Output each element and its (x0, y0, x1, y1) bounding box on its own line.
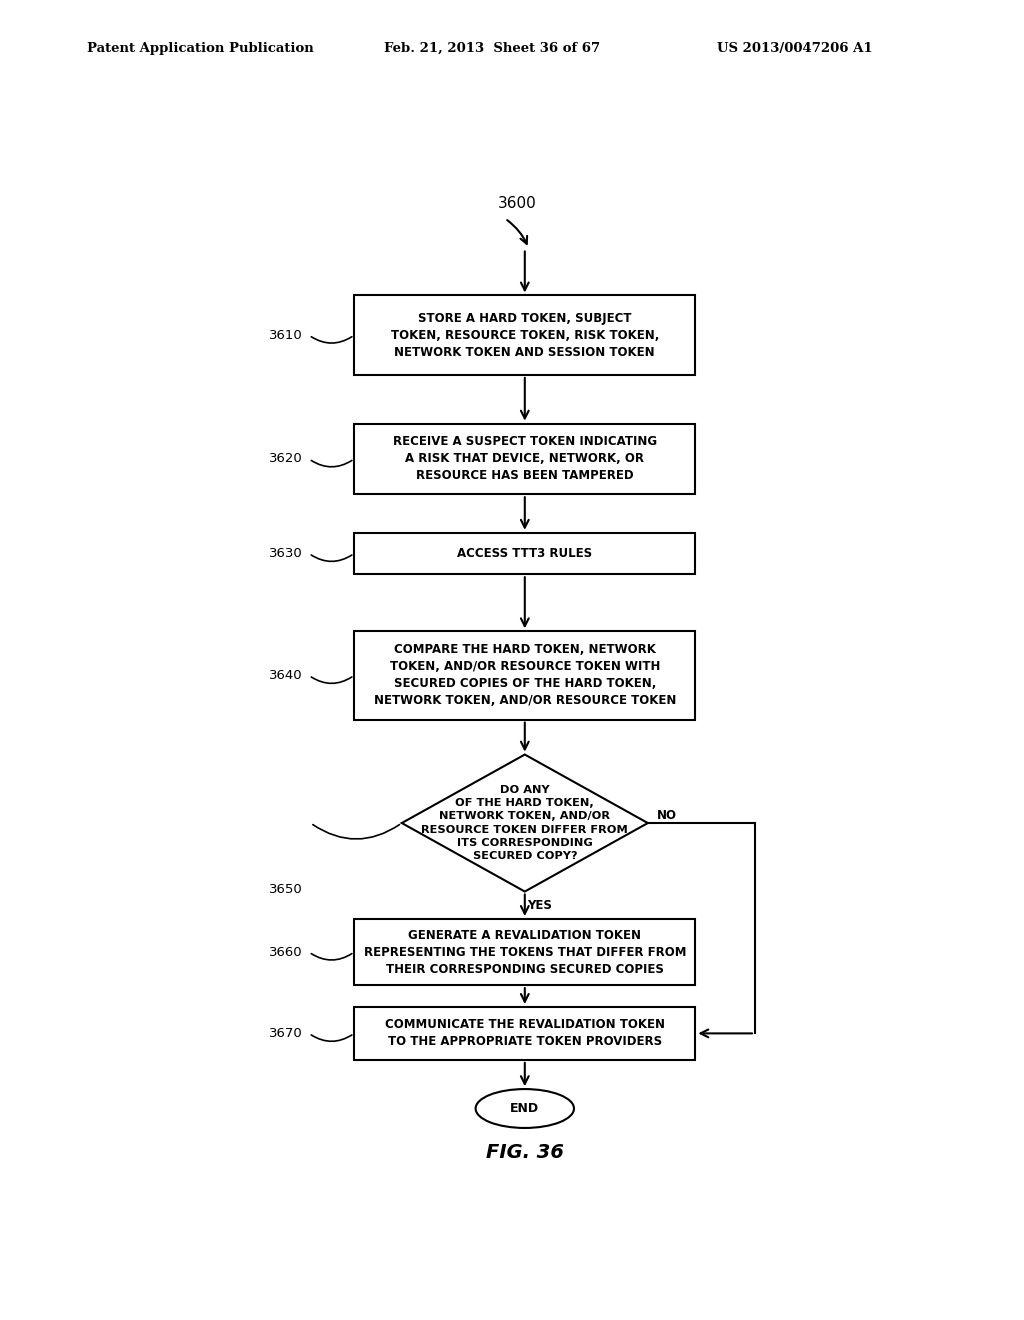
Text: 3640: 3640 (269, 669, 303, 682)
Text: Feb. 21, 2013  Sheet 36 of 67: Feb. 21, 2013 Sheet 36 of 67 (384, 42, 600, 55)
Text: FIG. 36: FIG. 36 (485, 1143, 564, 1162)
Text: US 2013/0047206 A1: US 2013/0047206 A1 (717, 42, 872, 55)
Text: COMMUNICATE THE REVALIDATION TOKEN
TO THE APPROPRIATE TOKEN PROVIDERS: COMMUNICATE THE REVALIDATION TOKEN TO TH… (385, 1019, 665, 1048)
Text: ACCESS TTT3 RULES: ACCESS TTT3 RULES (458, 546, 592, 560)
FancyBboxPatch shape (354, 919, 695, 985)
Text: DO ANY
OF THE HARD TOKEN,
NETWORK TOKEN, AND/OR
RESOURCE TOKEN DIFFER FROM
ITS C: DO ANY OF THE HARD TOKEN, NETWORK TOKEN,… (422, 785, 628, 861)
Text: 3660: 3660 (269, 945, 303, 958)
FancyBboxPatch shape (354, 631, 695, 719)
FancyBboxPatch shape (354, 296, 695, 375)
Polygon shape (401, 755, 648, 891)
Text: GENERATE A REVALIDATION TOKEN
REPRESENTING THE TOKENS THAT DIFFER FROM
THEIR COR: GENERATE A REVALIDATION TOKEN REPRESENTI… (364, 928, 686, 975)
FancyBboxPatch shape (354, 533, 695, 574)
Text: 3630: 3630 (269, 546, 303, 560)
Text: COMPARE THE HARD TOKEN, NETWORK
TOKEN, AND/OR RESOURCE TOKEN WITH
SECURED COPIES: COMPARE THE HARD TOKEN, NETWORK TOKEN, A… (374, 643, 676, 708)
Text: 3620: 3620 (269, 453, 303, 466)
FancyBboxPatch shape (354, 1007, 695, 1060)
Text: 3670: 3670 (269, 1027, 303, 1040)
Text: NO: NO (657, 809, 677, 822)
Text: 3650: 3650 (269, 883, 303, 896)
FancyBboxPatch shape (354, 424, 695, 494)
Text: 3600: 3600 (498, 197, 537, 211)
Text: RECEIVE A SUSPECT TOKEN INDICATING
A RISK THAT DEVICE, NETWORK, OR
RESOURCE HAS : RECEIVE A SUSPECT TOKEN INDICATING A RIS… (393, 436, 656, 482)
Ellipse shape (475, 1089, 574, 1129)
Text: YES: YES (526, 899, 552, 912)
Text: END: END (510, 1102, 540, 1115)
Text: Patent Application Publication: Patent Application Publication (87, 42, 313, 55)
Text: 3610: 3610 (269, 329, 303, 342)
Text: STORE A HARD TOKEN, SUBJECT
TOKEN, RESOURCE TOKEN, RISK TOKEN,
NETWORK TOKEN AND: STORE A HARD TOKEN, SUBJECT TOKEN, RESOU… (390, 312, 659, 359)
